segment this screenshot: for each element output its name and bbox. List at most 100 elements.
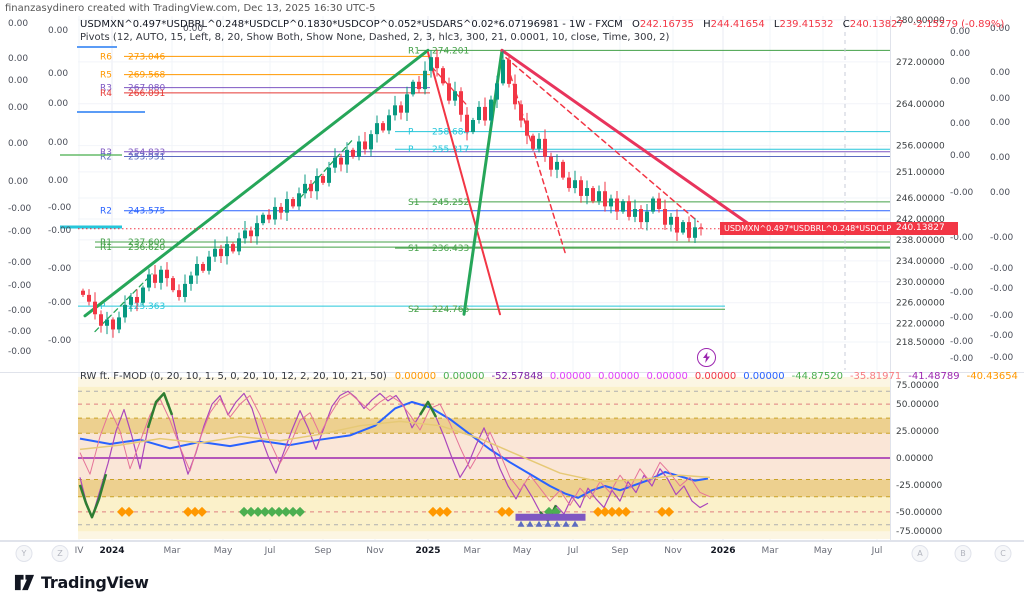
- pivot-value: 255.317: [432, 145, 469, 155]
- float-scale-value: -0.00: [8, 306, 32, 316]
- tradingview-logo-text[interactable]: TradingView: [41, 573, 149, 592]
- axis-button-c[interactable]: C: [994, 545, 1012, 562]
- lightning-icon: [703, 352, 710, 363]
- diamond-marker: [607, 506, 617, 517]
- square-marker: [557, 513, 565, 521]
- square-marker: [550, 513, 558, 521]
- price-tick-label: 242.00000: [896, 215, 945, 225]
- square-marker: [515, 513, 523, 521]
- pivot-label: R1: [408, 46, 420, 56]
- float-scale-value: -0.00: [950, 233, 974, 243]
- pivot-value: 254.833: [128, 148, 165, 158]
- osc-tick-label: 0.00000: [896, 454, 933, 464]
- pivots-settings-line[interactable]: Pivots (12, AUTO, 15, Left, 8, 20, Show …: [80, 32, 670, 43]
- float-scale-value: -0.00: [950, 354, 974, 364]
- time-tick-label: Mar: [463, 546, 481, 556]
- float-scale-value: 0.00: [950, 77, 970, 87]
- axis-button-y[interactable]: Y: [15, 545, 33, 562]
- diamond-marker: [295, 506, 305, 517]
- quick-action-lightning-button[interactable]: [697, 348, 716, 367]
- float-scale-value: 0.00: [48, 138, 68, 148]
- time-tick-label: Jul: [871, 546, 883, 556]
- float-scale-value: -0.00: [950, 263, 974, 273]
- square-marker: [578, 513, 586, 521]
- float-scale-value: 0.00: [48, 176, 68, 186]
- square-marker: [571, 513, 579, 521]
- osc-green-segment: [418, 400, 438, 418]
- diamond-marker: [442, 506, 452, 517]
- pivot-label: P: [100, 302, 106, 312]
- pivot-value: 273.046: [128, 52, 165, 62]
- pivot-label: R2: [100, 207, 112, 217]
- price-tick-label: 238.00000: [896, 236, 945, 246]
- pivot-label: S1: [408, 198, 419, 208]
- axis-button-b[interactable]: B: [954, 545, 972, 562]
- candlestick-series: [81, 49, 703, 338]
- osc-tick-label: 50.00000: [896, 400, 939, 410]
- float-scale-value: -0.00: [950, 337, 974, 347]
- pivot-value: 269.568: [128, 71, 165, 81]
- osc-line-blue-main: [79, 400, 709, 499]
- price-tick-label: 280.00000: [896, 16, 945, 26]
- oscillator-markers: [117, 506, 674, 527]
- float-scale-value: 0.00: [183, 24, 203, 34]
- price-tick-label: 246.00000: [896, 194, 945, 204]
- time-tick-label: May: [512, 546, 532, 556]
- diamond-marker: [288, 506, 298, 517]
- diamond-marker: [664, 506, 674, 517]
- time-tick-label: 2026: [710, 546, 736, 556]
- arrow-up-marker: [535, 520, 543, 527]
- indicator-value: 0.00000: [743, 371, 785, 382]
- axis-button-z[interactable]: Z: [51, 545, 69, 562]
- series-price-badge: USDMXN^0.497*USDBRL^0.248*USDCLP^0.18…: [720, 222, 928, 235]
- float-scale-value: 0.00: [990, 118, 1010, 128]
- pivot-value: 237.609: [128, 238, 165, 248]
- time-tick-label: Sep: [314, 546, 332, 556]
- pivot-label: S2: [408, 305, 419, 315]
- float-scale-value: 0.00: [48, 99, 68, 109]
- float-scale-value: 0.00: [8, 103, 28, 113]
- diamond-marker: [239, 506, 249, 517]
- indicator-value: 0.00000: [598, 371, 640, 382]
- diamond-marker: [593, 506, 603, 517]
- last-price-badge: 240.13827: [892, 222, 958, 235]
- pivot-value: 266.091: [128, 89, 165, 99]
- pivot-value: 253.931: [128, 152, 165, 162]
- price-axis[interactable]: 280.00000 272.00000 264.00000 256.00000 251.…: [896, 16, 945, 537]
- time-axis[interactable]: IV 2024 Mar May Jul Sep Nov 2025 Mar May Jul Sep Nov…: [0, 541, 1024, 564]
- pivot-label: R2: [100, 152, 112, 162]
- time-tick-label: Nov: [664, 546, 682, 556]
- close-value: 240.13827: [849, 19, 904, 30]
- oscillator-title[interactable]: RW ft. F-MOD (0, 20, 10, 1, 5, 0, 20, 10…: [80, 371, 387, 382]
- osc-tick-label: 75.00000: [896, 381, 939, 391]
- osc-green-segment: [78, 473, 108, 519]
- diamond-marker: [504, 506, 514, 517]
- pivot-label: S1: [408, 244, 419, 254]
- float-scale-value: -0.00: [990, 233, 1014, 243]
- arrow-up-marker: [526, 520, 534, 527]
- osc-tick-label: -25.00000: [896, 481, 942, 491]
- float-scale-value: -0.00: [8, 327, 32, 337]
- float-scale-value: 0.00: [8, 76, 28, 86]
- indicator-value: -52.57848: [491, 371, 543, 382]
- time-tick-label: May: [213, 546, 233, 556]
- osc-tick-label: -50.00000: [896, 508, 942, 518]
- low-label: L: [773, 19, 780, 30]
- float-scale-value: 0.00: [950, 151, 970, 161]
- price-tick-label: 218.50000: [896, 338, 945, 348]
- pane-borders: [0, 16, 1024, 562]
- float-scale-value: -0.00: [990, 264, 1014, 274]
- diamond-marker: [274, 506, 284, 517]
- float-scale-value: 0.00: [48, 69, 68, 79]
- symbol-title[interactable]: USDMXN^0.497*USDBRL^0.248*USDCLP^0.1830*…: [80, 19, 623, 30]
- arrow-up-marker: [517, 520, 525, 527]
- float-scale-value: 0.00: [950, 49, 970, 59]
- time-tick-label: 2024: [99, 546, 125, 556]
- diamond-marker: [621, 506, 631, 517]
- axis-button-a[interactable]: A: [911, 545, 929, 562]
- pivot-value: 224.766: [432, 305, 469, 315]
- close-label: C: [842, 19, 850, 30]
- pivot-value: 236.620: [128, 243, 165, 253]
- pivot-value: 225.363: [128, 302, 165, 312]
